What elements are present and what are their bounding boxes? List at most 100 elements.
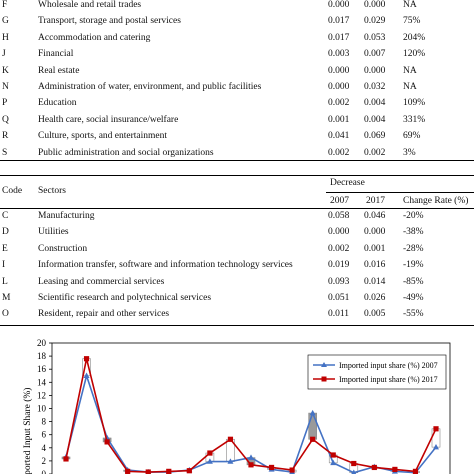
table-row: Q Health care, social insurance/welfare 0.… (0, 112, 474, 129)
data-point-2017 (125, 468, 131, 474)
table-row: J Financial 0.003 0.007 120% (0, 46, 474, 63)
row-value-2007: 0.011 (328, 309, 350, 320)
row-change-rate: -20% (403, 211, 424, 221)
row-change-rate: -38% (403, 227, 424, 238)
row-sector: Culture, sports, and entertainment (38, 131, 168, 142)
data-point-2007 (330, 459, 337, 466)
row-sector: Education (38, 98, 77, 109)
legend-label: Imported input share (%) 2017 (339, 375, 438, 384)
y-tick-label: 16 (37, 364, 47, 374)
row-value-2017: 0.069 (364, 131, 386, 142)
row-value-2017: 0.000 (364, 227, 386, 238)
data-point-2017 (289, 467, 295, 473)
row-code: E (2, 243, 8, 254)
row-value-2017: 0.032 (364, 82, 386, 92)
data-point-2017 (351, 460, 357, 467)
data-point-2007 (83, 372, 90, 378)
header-group-rule (326, 192, 474, 193)
row-change-rate: NA (403, 65, 417, 76)
row-code: C (2, 211, 9, 221)
header-change-rate: Change Rate (%) (403, 196, 469, 206)
row-sector: Financial (38, 49, 74, 60)
data-point-2007 (351, 469, 357, 474)
table-row: L Leasing and commercial services 0.093 0.0… (0, 274, 474, 291)
row-value-2017: 0.026 (364, 293, 386, 303)
row-value-2007: 0.002 (328, 98, 350, 109)
row-value-2007: 0.058 (328, 211, 350, 221)
imported-input-share-chart: 0 2 4 6 8 10 12 14 16 18 20 Imported Input Share (%… (22, 338, 451, 474)
y-tick-label: 20 (37, 338, 47, 348)
row-code: O (2, 309, 9, 320)
row-sector: Resident, repair and other services (38, 309, 170, 320)
row-code: D (2, 227, 9, 238)
table-row: M Scientific research and polytechnical s… (0, 290, 474, 307)
row-value-2007: 0.093 (328, 276, 350, 287)
row-value-2007: 0.019 (328, 260, 350, 271)
row-code: N (2, 82, 9, 92)
row-sector: Utilities (38, 227, 69, 238)
data-point-2017 (330, 452, 336, 458)
plot-area (51, 342, 451, 474)
row-value-2007: 0.041 (328, 131, 350, 142)
row-value-2007: 0.003 (328, 49, 350, 60)
table-row: O Resident, repair and other services 0.01… (0, 306, 474, 323)
table-row: H Accommodation and catering 0.017 0.053 204… (0, 30, 474, 47)
row-value-2007: 0.017 (328, 32, 350, 43)
legend-label: Imported input share (%) 2007 (339, 361, 438, 370)
data-point-2017 (310, 436, 316, 442)
row-sector: Manufacturing (38, 211, 95, 221)
row-change-rate: NA (403, 0, 417, 10)
data-point-2017 (227, 436, 234, 442)
row-change-rate: 331% (403, 114, 426, 125)
data-point-2017 (104, 439, 110, 445)
row-sector: Health care, social insurance/welfare (38, 114, 179, 125)
row-value-2007: 0.051 (328, 293, 350, 303)
row-code: I (2, 260, 6, 271)
row-sector: Information transfer, software and infor… (38, 260, 293, 271)
data-point-2007 (433, 443, 439, 450)
row-change-rate: -85% (403, 276, 424, 287)
row-value-2007: 0.001 (328, 114, 350, 125)
data-point-2017 (83, 356, 90, 362)
row-value-2017: 0.001 (364, 243, 386, 254)
table-row: N Administration of water, environment, a… (0, 79, 474, 96)
row-sector: Transport, storage and postal services (38, 16, 181, 27)
table-row: G Transport, storage and postal services 0… (0, 13, 474, 30)
bottom-table-bottom-rule (0, 325, 474, 326)
row-value-2017: 0.029 (364, 16, 386, 27)
row-value-2017: 0.046 (364, 211, 386, 221)
row-value-2017: 0.016 (364, 260, 386, 271)
row-code: K (2, 65, 9, 76)
y-tick-label: 8 (42, 417, 47, 427)
row-value-2017: 0.053 (364, 32, 386, 43)
y-tick-label: 0 (42, 469, 47, 474)
table-row: I Information transfer, software and info… (0, 257, 474, 274)
header-code: Code (2, 186, 23, 196)
data-point-2017 (248, 462, 254, 468)
data-point-2017 (63, 456, 69, 462)
row-sector: Real estate (38, 65, 80, 76)
header-2017: 2017 (366, 196, 385, 206)
row-value-2007: 0.000 (328, 227, 350, 238)
data-point-2007 (206, 458, 213, 464)
legend-box (307, 354, 447, 390)
legend-marker (321, 362, 327, 367)
row-value-2007: 0.017 (328, 16, 350, 27)
data-point-2017 (145, 469, 151, 474)
row-change-rate: -19% (403, 260, 424, 271)
row-change-rate: 75% (403, 16, 421, 27)
row-value-2007: 0.000 (328, 0, 350, 10)
row-change-rate: 204% (403, 32, 426, 43)
row-value-2017: 0.000 (364, 65, 386, 76)
row-change-rate: -55% (403, 309, 424, 320)
top-table-bottom-rule (0, 160, 474, 161)
table-row: E Construction 0.002 0.001 -28% (0, 241, 474, 258)
difference-bar (308, 412, 317, 440)
row-value-2017: 0.007 (364, 49, 386, 60)
row-change-rate: -49% (403, 293, 424, 303)
row-value-2017: 0.004 (364, 114, 386, 125)
row-change-rate: NA (403, 82, 417, 92)
data-point-2007 (309, 409, 316, 416)
table-row: P Education 0.002 0.004 109% (0, 95, 474, 112)
header-sectors: Sectors (38, 186, 66, 196)
